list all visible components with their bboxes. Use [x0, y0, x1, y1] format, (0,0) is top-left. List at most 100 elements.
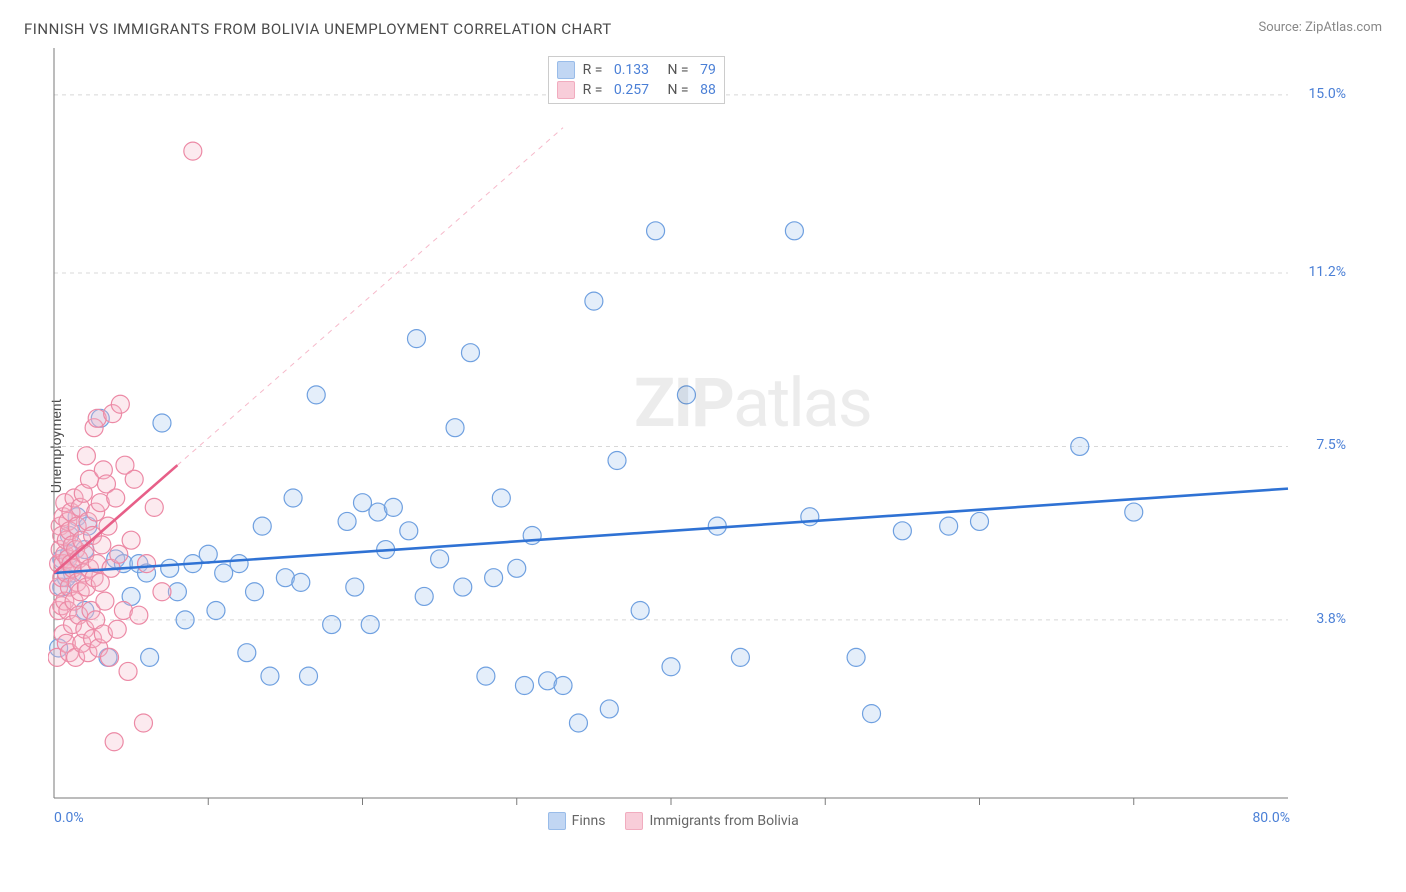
data-point — [110, 545, 128, 563]
y-tick-label: 11.2% — [1296, 264, 1346, 280]
legend-swatch — [557, 81, 575, 99]
data-point — [446, 419, 464, 437]
data-point — [323, 616, 341, 634]
data-point — [199, 545, 217, 563]
chart-area: ZIPatlas R = 0.133 N = 79R = 0.257 N = 8… — [48, 48, 1348, 838]
data-point — [284, 489, 302, 507]
series-finns — [50, 222, 1143, 732]
legend-swatch — [625, 812, 643, 830]
data-point — [515, 677, 533, 695]
stats-n-value: 88 — [700, 82, 716, 98]
data-point — [238, 644, 256, 662]
data-point — [431, 550, 449, 568]
data-point — [101, 648, 119, 666]
data-point — [785, 222, 803, 240]
data-point — [647, 222, 665, 240]
x-tick-label: 80.0% — [1252, 810, 1290, 826]
data-point — [677, 386, 695, 404]
data-point — [130, 606, 148, 624]
data-point — [346, 578, 364, 596]
chart-title: FINNISH VS IMMIGRANTS FROM BOLIVIA UNEMP… — [24, 20, 612, 38]
data-point — [111, 395, 129, 413]
data-point — [105, 733, 123, 751]
data-point — [176, 611, 194, 629]
data-point — [847, 648, 865, 666]
stats-r-label: R = — [583, 62, 606, 78]
data-point — [292, 573, 310, 591]
data-point — [77, 447, 95, 465]
data-point — [108, 620, 126, 638]
data-point — [554, 677, 572, 695]
data-point — [145, 498, 163, 516]
data-point — [153, 583, 171, 601]
stats-n-label: N = — [657, 62, 692, 78]
stats-n-label: N = — [657, 82, 692, 98]
data-point — [253, 517, 271, 535]
data-point — [662, 658, 680, 676]
data-point — [354, 494, 372, 512]
data-point — [477, 667, 495, 685]
data-point — [96, 592, 114, 610]
data-point — [138, 555, 156, 573]
data-point — [107, 489, 125, 507]
legend-swatch — [557, 61, 575, 79]
trend-line-extension — [177, 128, 563, 466]
data-point — [863, 705, 881, 723]
data-point — [361, 616, 379, 634]
data-point — [384, 498, 402, 516]
y-tick-label: 15.0% — [1296, 86, 1346, 102]
legend-label: Immigrants from Bolivia — [649, 813, 798, 829]
trend-line — [54, 489, 1288, 573]
stats-row: R = 0.257 N = 88 — [557, 81, 716, 99]
data-point — [415, 587, 433, 605]
data-point — [246, 583, 264, 601]
data-point — [461, 344, 479, 362]
data-point — [153, 414, 171, 432]
stats-row: R = 0.133 N = 79 — [557, 61, 716, 79]
legend: Finns Immigrants from Bolivia — [548, 812, 799, 830]
data-point — [119, 662, 137, 680]
data-point — [585, 292, 603, 310]
y-tick-label: 3.8% — [1296, 611, 1346, 627]
data-point — [508, 559, 526, 577]
data-point — [971, 512, 989, 530]
data-point — [300, 667, 318, 685]
data-point — [893, 522, 911, 540]
scatter-chart — [48, 48, 1348, 838]
data-point — [940, 517, 958, 535]
stats-r-label: R = — [583, 82, 606, 98]
data-point — [631, 602, 649, 620]
data-point — [1071, 437, 1089, 455]
data-point — [400, 522, 418, 540]
y-tick-label: 7.5% — [1296, 437, 1346, 453]
data-point — [93, 536, 111, 554]
stats-n-value: 79 — [700, 62, 716, 78]
data-point — [161, 559, 179, 577]
data-point — [492, 489, 510, 507]
stats-r-value: 0.133 — [614, 62, 649, 78]
data-point — [608, 452, 626, 470]
data-point — [407, 330, 425, 348]
data-point — [261, 667, 279, 685]
source-attribution: Source: ZipAtlas.com — [1258, 20, 1382, 35]
data-point — [134, 714, 152, 732]
legend-item: Finns — [548, 812, 606, 830]
data-point — [307, 386, 325, 404]
data-point — [141, 648, 159, 666]
data-point — [1125, 503, 1143, 521]
legend-item: Immigrants from Bolivia — [625, 812, 798, 830]
data-point — [207, 602, 225, 620]
legend-label: Finns — [572, 813, 606, 829]
legend-swatch — [548, 812, 566, 830]
data-point — [215, 564, 233, 582]
stats-r-value: 0.257 — [614, 82, 649, 98]
data-point — [600, 700, 618, 718]
correlation-stats-box: R = 0.133 N = 79R = 0.257 N = 88 — [548, 56, 725, 104]
data-point — [184, 142, 202, 160]
data-point — [338, 512, 356, 530]
data-point — [454, 578, 472, 596]
data-point — [485, 569, 503, 587]
data-point — [122, 531, 140, 549]
x-tick-label: 0.0% — [54, 810, 84, 826]
data-point — [569, 714, 587, 732]
